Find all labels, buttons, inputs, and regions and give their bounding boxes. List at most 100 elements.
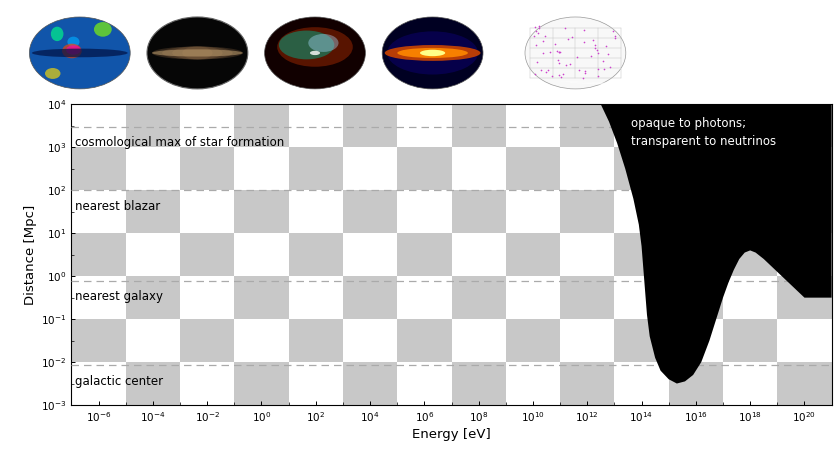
Ellipse shape — [162, 46, 233, 59]
Bar — [614, 276, 669, 319]
Text: radio/microwave: radio/microwave — [39, 5, 121, 15]
Ellipse shape — [67, 36, 80, 47]
Bar — [560, 147, 614, 190]
Bar — [723, 233, 777, 276]
Bar — [71, 319, 126, 362]
Y-axis label: Distance [Mpc]: Distance [Mpc] — [24, 205, 37, 305]
Bar — [560, 190, 614, 233]
Bar — [289, 190, 343, 233]
Ellipse shape — [66, 45, 81, 54]
Bar — [723, 104, 777, 147]
Bar — [452, 233, 506, 276]
Ellipse shape — [32, 49, 128, 57]
Bar — [723, 190, 777, 233]
Bar — [506, 362, 560, 405]
Bar — [397, 104, 452, 147]
Ellipse shape — [152, 46, 243, 59]
Bar — [506, 319, 560, 362]
Bar — [669, 190, 723, 233]
Bar — [234, 233, 289, 276]
Bar — [614, 319, 669, 362]
Bar — [71, 362, 126, 405]
Ellipse shape — [525, 17, 626, 89]
Bar — [180, 319, 234, 362]
Bar — [126, 104, 180, 147]
Text: infrared/optical: infrared/optical — [160, 5, 235, 15]
Bar — [126, 276, 180, 319]
Bar — [180, 276, 234, 319]
Bar — [397, 362, 452, 405]
Bar — [234, 362, 289, 405]
Bar — [71, 276, 126, 319]
Bar — [614, 362, 669, 405]
Bar — [180, 190, 234, 233]
Bar — [560, 104, 614, 147]
Ellipse shape — [62, 44, 81, 58]
Bar — [560, 276, 614, 319]
Text: cosmic-rays: cosmic-rays — [705, 5, 765, 15]
Bar — [506, 104, 560, 147]
Ellipse shape — [420, 50, 445, 56]
Bar — [723, 276, 777, 319]
Bar — [180, 233, 234, 276]
Bar — [289, 233, 343, 276]
Bar — [126, 233, 180, 276]
Bar — [669, 276, 723, 319]
Bar — [777, 276, 832, 319]
Bar — [777, 319, 832, 362]
Ellipse shape — [279, 31, 334, 59]
Bar — [234, 276, 289, 319]
Bar — [71, 104, 126, 147]
Bar — [343, 319, 397, 362]
Bar — [452, 147, 506, 190]
Ellipse shape — [51, 27, 64, 41]
Ellipse shape — [277, 27, 353, 67]
Bar — [452, 276, 506, 319]
Bar — [126, 147, 180, 190]
X-axis label: Energy [eV]: Energy [eV] — [412, 428, 491, 441]
Bar — [397, 147, 452, 190]
Bar — [452, 190, 506, 233]
Ellipse shape — [94, 22, 112, 37]
Ellipse shape — [172, 46, 223, 59]
Bar — [234, 104, 289, 147]
Bar — [126, 190, 180, 233]
Text: X-rays: X-rays — [299, 5, 331, 15]
Bar — [777, 362, 832, 405]
Bar — [71, 190, 126, 233]
Bar — [669, 233, 723, 276]
Bar — [669, 319, 723, 362]
Polygon shape — [601, 104, 832, 383]
Bar — [614, 104, 669, 147]
Bar — [777, 147, 832, 190]
Bar — [506, 147, 560, 190]
Ellipse shape — [29, 17, 130, 89]
Bar — [343, 147, 397, 190]
Bar — [126, 362, 180, 405]
Ellipse shape — [152, 50, 243, 57]
Bar — [723, 362, 777, 405]
Bar — [343, 233, 397, 276]
Ellipse shape — [308, 34, 339, 52]
Bar — [343, 276, 397, 319]
Bar — [289, 319, 343, 362]
Bar — [397, 233, 452, 276]
Bar — [234, 190, 289, 233]
Text: neutrinos: neutrinos — [552, 5, 599, 15]
Bar — [777, 104, 832, 147]
Ellipse shape — [265, 17, 365, 89]
Bar — [669, 362, 723, 405]
Bar — [614, 147, 669, 190]
Bar — [777, 190, 832, 233]
Bar — [397, 190, 452, 233]
Bar — [452, 319, 506, 362]
Bar — [723, 319, 777, 362]
Text: gamma-rays: gamma-rays — [402, 5, 464, 15]
Ellipse shape — [382, 17, 483, 89]
Bar — [180, 362, 234, 405]
Bar — [289, 362, 343, 405]
Ellipse shape — [397, 48, 468, 58]
Bar — [614, 233, 669, 276]
Text: nearest blazar: nearest blazar — [76, 200, 160, 213]
Bar — [126, 319, 180, 362]
